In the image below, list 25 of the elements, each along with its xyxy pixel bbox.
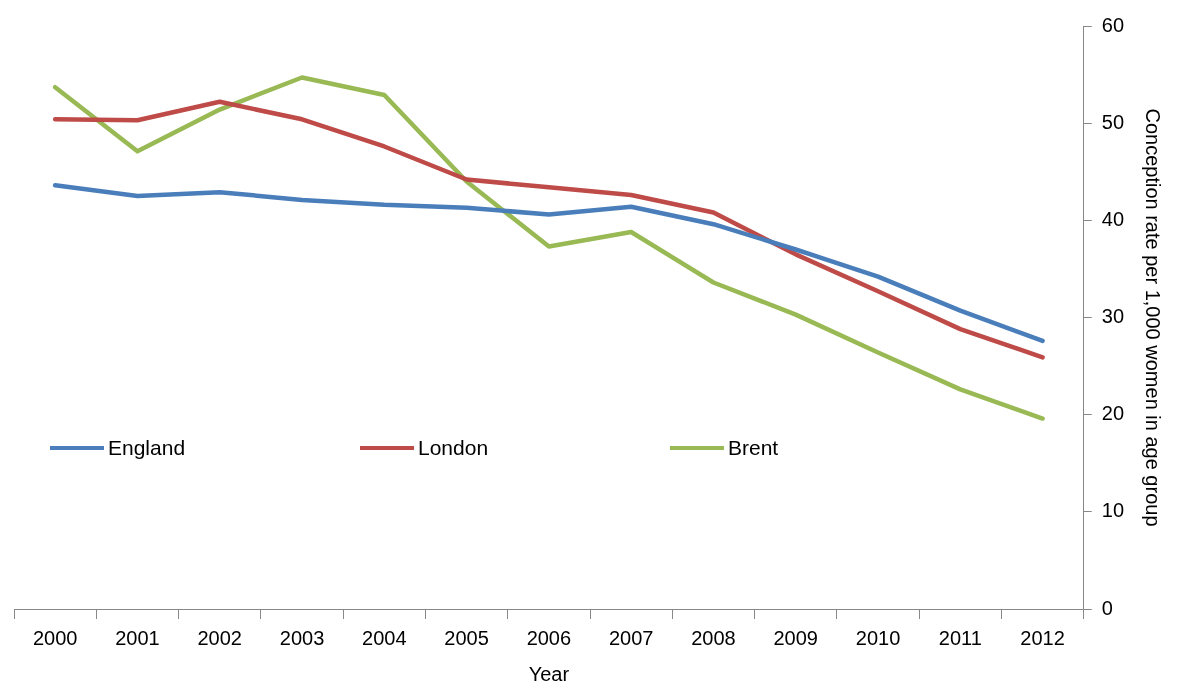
legend-label: Brent xyxy=(728,436,779,460)
x-tick-label: 2009 xyxy=(773,626,818,649)
x-tick-label: 2007 xyxy=(608,626,654,649)
x-tick-label: 2000 xyxy=(32,626,78,649)
y2-axis-title: Conception rate per 1,000 women in age group xyxy=(1142,108,1165,527)
x-tick-label: 2004 xyxy=(362,626,407,649)
y2-tick-label: 40 xyxy=(1101,207,1124,230)
y2-tick-label: 20 xyxy=(1101,402,1124,425)
y2-tick-label: 30 xyxy=(1101,305,1124,328)
y2-tick-label: 60 xyxy=(1101,13,1124,36)
legend-label: England xyxy=(108,436,186,460)
x-tick-label: 2010 xyxy=(855,626,901,649)
x-tick-label: 2008 xyxy=(691,626,736,649)
x-tick-label: 2003 xyxy=(279,626,325,649)
x-tick-label: 2006 xyxy=(526,626,572,649)
y2-tick-label: 0 xyxy=(1101,596,1113,619)
x-tick-label: 2012 xyxy=(1020,626,1065,649)
legend-label: London xyxy=(418,436,489,460)
x-tick-label: 2011 xyxy=(938,626,982,649)
x-tick-label: 2001 xyxy=(115,626,160,649)
x-axis-title: Year xyxy=(528,662,570,685)
x-tick-label: 2005 xyxy=(444,626,489,649)
y2-tick-label: 50 xyxy=(1101,110,1124,133)
x-tick-label: 2002 xyxy=(197,626,242,649)
y2-tick-label: 10 xyxy=(1101,499,1124,522)
